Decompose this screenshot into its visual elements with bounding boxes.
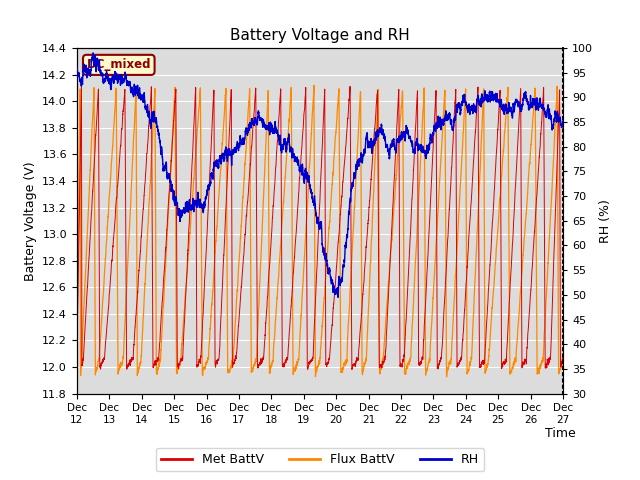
Flux BattV	[259, 215, 266, 221]
Flux BattV	[310, 83, 317, 88]
Met BattV	[365, 212, 372, 217]
Flux BattV	[436, 175, 444, 181]
Met BattV	[77, 84, 85, 89]
RH	[365, 139, 372, 144]
Text: Time: Time	[545, 427, 576, 440]
Flux BattV	[161, 268, 169, 274]
Met BattV	[304, 367, 312, 372]
Met BattV	[436, 358, 444, 363]
Met BattV	[259, 355, 267, 361]
Flux BattV	[443, 374, 451, 380]
RH	[390, 140, 397, 146]
Legend: Met BattV, Flux BattV, RH: Met BattV, Flux BattV, RH	[156, 448, 484, 471]
Met BattV	[73, 360, 81, 365]
Flux BattV	[73, 349, 81, 355]
RH	[89, 50, 97, 56]
RH	[473, 96, 481, 102]
RH	[161, 164, 169, 169]
Line: RH: RH	[77, 53, 563, 297]
Line: Met BattV: Met BattV	[77, 86, 563, 370]
Title: Battery Voltage and RH: Battery Voltage and RH	[230, 28, 410, 43]
Line: Flux BattV: Flux BattV	[77, 85, 563, 377]
Flux BattV	[389, 216, 397, 221]
Flux BattV	[559, 353, 567, 359]
Met BattV	[390, 194, 397, 200]
RH	[73, 63, 81, 69]
Y-axis label: Battery Voltage (V): Battery Voltage (V)	[24, 161, 36, 281]
RH	[436, 115, 444, 120]
RH	[559, 119, 567, 125]
RH	[334, 294, 342, 300]
Met BattV	[473, 103, 481, 108]
Met BattV	[559, 356, 567, 361]
Flux BattV	[365, 305, 372, 311]
Met BattV	[161, 253, 169, 259]
Flux BattV	[473, 234, 481, 240]
Y-axis label: RH (%): RH (%)	[599, 199, 612, 243]
Text: DC_mixed: DC_mixed	[86, 59, 151, 72]
RH	[259, 124, 267, 130]
